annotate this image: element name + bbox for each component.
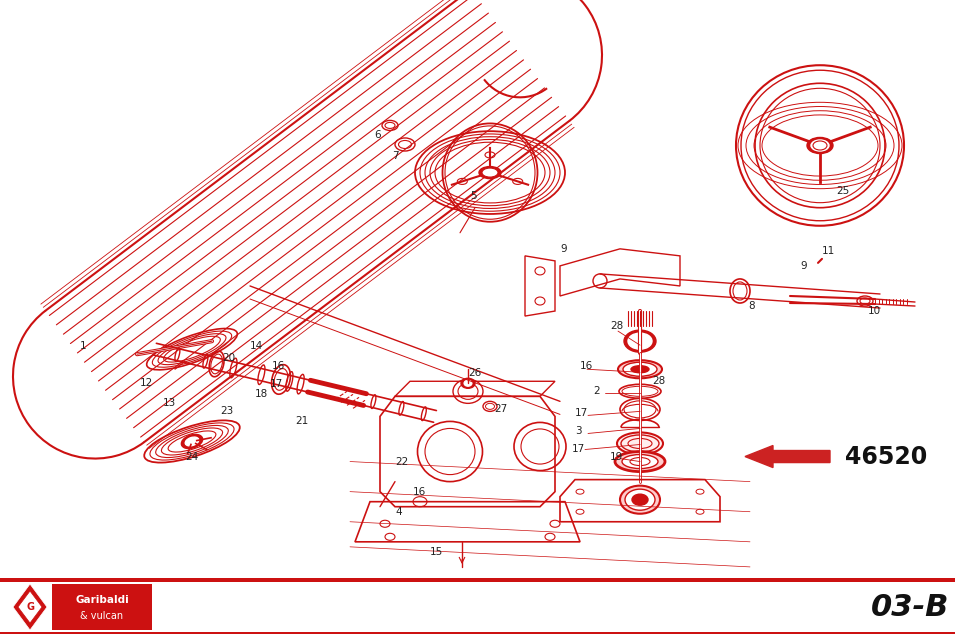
Text: 1: 1 xyxy=(80,341,87,351)
Ellipse shape xyxy=(461,378,475,388)
Text: 20: 20 xyxy=(222,353,235,363)
Text: 4: 4 xyxy=(395,507,402,517)
Text: & vulcan: & vulcan xyxy=(80,611,123,621)
Ellipse shape xyxy=(623,362,657,376)
Text: 18: 18 xyxy=(255,389,268,399)
Polygon shape xyxy=(13,584,47,630)
Text: 7: 7 xyxy=(392,150,398,160)
Text: 2: 2 xyxy=(593,386,600,396)
Text: 28: 28 xyxy=(652,377,666,386)
Text: 21: 21 xyxy=(295,417,308,427)
Text: G: G xyxy=(26,602,34,612)
Text: 17: 17 xyxy=(575,408,588,418)
Text: 15: 15 xyxy=(430,547,443,557)
Text: 17: 17 xyxy=(572,444,585,453)
Text: Garibaldi: Garibaldi xyxy=(75,595,129,605)
Ellipse shape xyxy=(464,380,472,386)
Text: 3: 3 xyxy=(575,427,582,436)
Text: 17: 17 xyxy=(270,379,284,389)
Text: 03-B: 03-B xyxy=(871,593,949,621)
Text: 16: 16 xyxy=(580,361,593,372)
Text: 24: 24 xyxy=(185,451,199,462)
Polygon shape xyxy=(18,591,42,623)
Text: 25: 25 xyxy=(836,186,849,196)
Bar xyxy=(0,632,955,634)
Ellipse shape xyxy=(479,167,501,179)
Text: 9: 9 xyxy=(560,244,566,254)
Text: 12: 12 xyxy=(140,378,153,388)
Text: 23: 23 xyxy=(220,406,233,417)
Text: 6: 6 xyxy=(374,131,381,141)
Ellipse shape xyxy=(811,140,829,151)
Ellipse shape xyxy=(628,333,652,349)
Text: 26: 26 xyxy=(468,368,481,378)
FancyArrow shape xyxy=(745,446,830,467)
Text: 19: 19 xyxy=(610,451,624,462)
Ellipse shape xyxy=(622,455,658,469)
Text: 27: 27 xyxy=(494,404,507,415)
Ellipse shape xyxy=(617,432,663,455)
Ellipse shape xyxy=(185,437,199,446)
Ellipse shape xyxy=(624,330,656,352)
Ellipse shape xyxy=(625,489,655,510)
Text: 16: 16 xyxy=(413,487,426,496)
Text: 11: 11 xyxy=(822,246,836,256)
Text: 14: 14 xyxy=(250,341,264,351)
Ellipse shape xyxy=(615,451,665,472)
Ellipse shape xyxy=(620,486,660,514)
Text: 10: 10 xyxy=(868,306,881,316)
Text: 8: 8 xyxy=(748,301,754,311)
Bar xyxy=(52,584,152,630)
Text: 22: 22 xyxy=(395,456,408,467)
Text: 13: 13 xyxy=(163,398,177,408)
Text: 5: 5 xyxy=(470,191,477,200)
Text: 46520: 46520 xyxy=(845,444,927,469)
Text: 28: 28 xyxy=(610,321,624,331)
Text: 16: 16 xyxy=(272,361,286,372)
Ellipse shape xyxy=(482,168,498,177)
Ellipse shape xyxy=(631,366,649,373)
Text: 9: 9 xyxy=(800,261,807,271)
Ellipse shape xyxy=(807,138,833,153)
Ellipse shape xyxy=(181,434,202,449)
Ellipse shape xyxy=(618,360,662,378)
Bar xyxy=(0,578,955,582)
Ellipse shape xyxy=(632,494,648,505)
